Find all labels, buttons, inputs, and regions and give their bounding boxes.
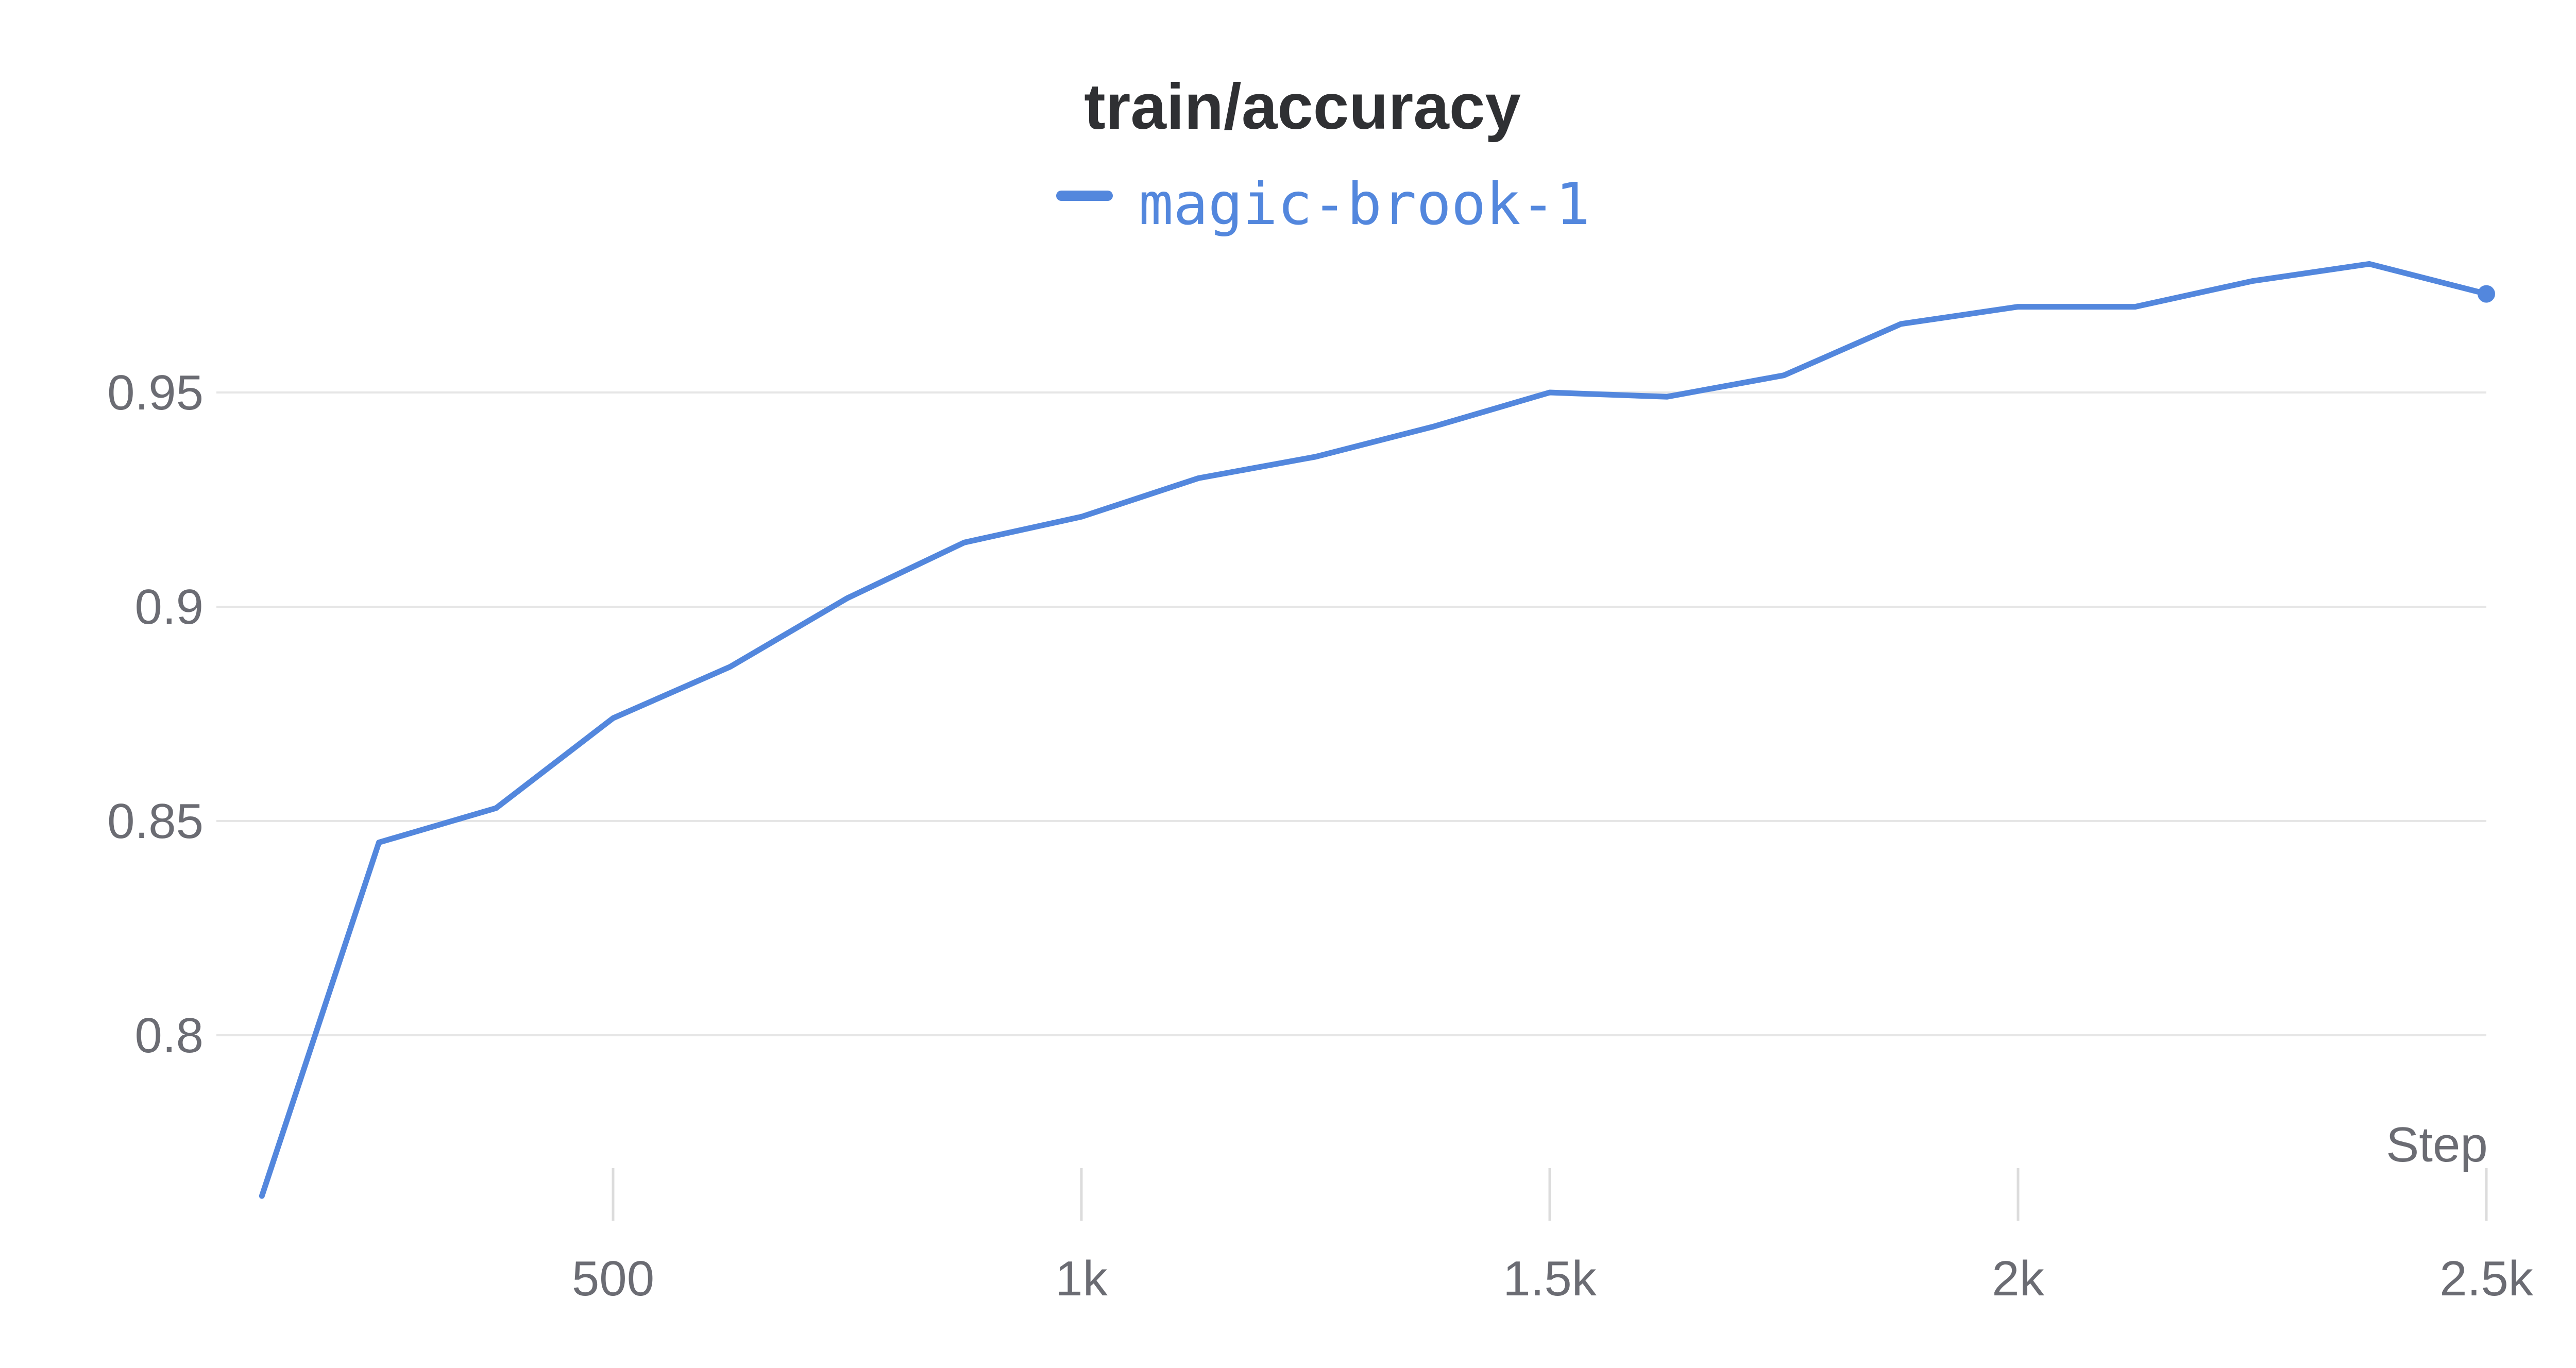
y-tick-label-0.9: 0.9 <box>135 579 204 635</box>
series-layer <box>259 261 2495 1199</box>
y-axis: 0.8 0.85 0.9 0.95 <box>107 365 204 1063</box>
legend-swatch-magic-brook-1 <box>1056 191 1113 201</box>
series-line-magic-brook-1 <box>259 261 2489 1199</box>
chart-title: train/accuracy <box>1084 71 1521 143</box>
legend-label-magic-brook-1[interactable]: magic-brook-1 <box>1139 171 1590 238</box>
legend[interactable]: magic-brook-1 <box>1056 171 1590 238</box>
x-tick-label-1.5k: 1.5k <box>1503 1251 1597 1306</box>
x-tick-label-500: 500 <box>572 1251 654 1306</box>
y-tick-label-0.8: 0.8 <box>135 1008 204 1063</box>
y-tick-label-0.85: 0.85 <box>107 794 204 849</box>
series-endpoint-magic-brook-1 <box>2478 285 2495 303</box>
x-tick-label-2k: 2k <box>1992 1251 2044 1306</box>
gridlines <box>216 391 2486 1036</box>
x-axis: 500 1k 1.5k 2k 2.5k <box>572 1168 2534 1306</box>
x-tick-label-2.5k: 2.5k <box>2439 1251 2533 1306</box>
x-tick-label-1k: 1k <box>1055 1251 1108 1306</box>
x-axis-title: Step <box>2386 1117 2487 1172</box>
y-tick-label-0.95: 0.95 <box>107 365 204 420</box>
